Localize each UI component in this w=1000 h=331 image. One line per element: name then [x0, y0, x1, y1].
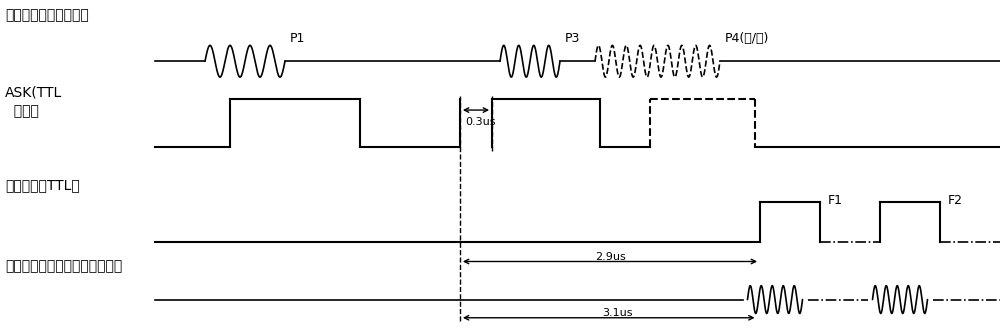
Text: 应答编码（TTL）: 应答编码（TTL）: [5, 178, 80, 192]
Text: ASK(TTL: ASK(TTL: [5, 86, 62, 100]
Text: F2: F2: [948, 194, 963, 207]
Text: 应答编码（天线端口射频输出）: 应答编码（天线端口射频输出）: [5, 260, 122, 273]
Text: F1: F1: [828, 194, 843, 207]
Text: 射频输入（天线端口）: 射频输入（天线端口）: [5, 8, 89, 22]
Text: 0.3us: 0.3us: [465, 117, 496, 127]
Text: P1: P1: [290, 31, 305, 45]
Text: P4(长/短): P4(长/短): [725, 31, 769, 45]
Text: 2.9us: 2.9us: [595, 252, 625, 261]
Text: 信号）: 信号）: [5, 104, 39, 118]
Text: 3.1us: 3.1us: [602, 308, 633, 318]
Text: P3: P3: [565, 31, 580, 45]
